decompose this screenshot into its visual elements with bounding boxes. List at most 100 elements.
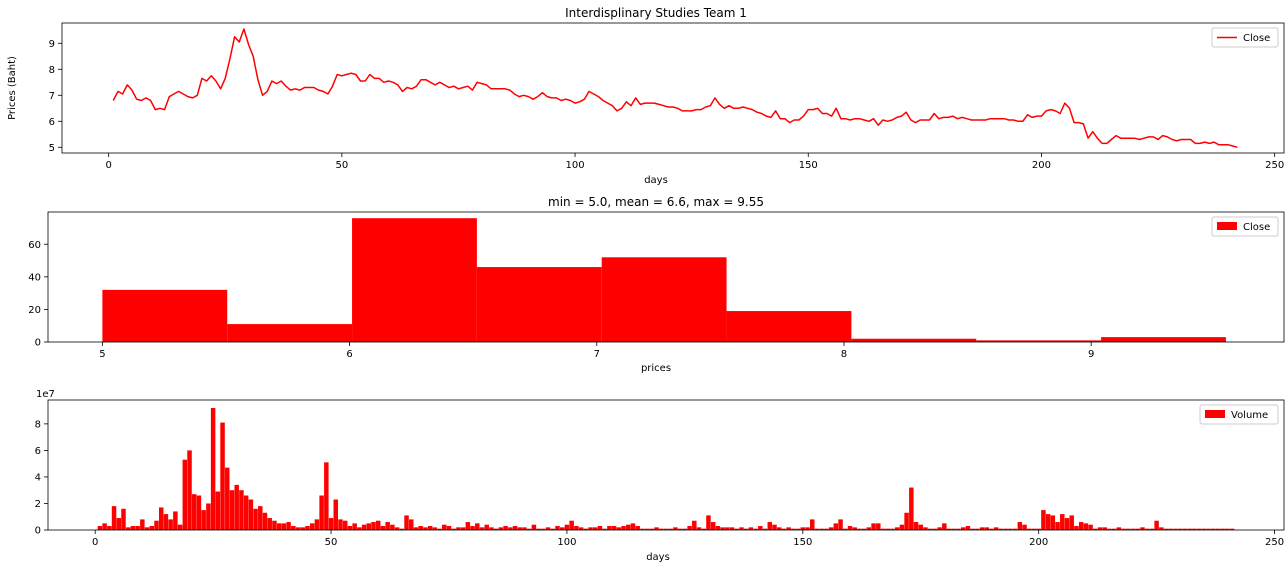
volume-bar: [611, 526, 617, 530]
volume-bar: [517, 527, 522, 530]
volume-bar: [121, 508, 126, 530]
volume-bar: [201, 510, 206, 530]
x-tick-label: 9: [1088, 349, 1094, 360]
volume-bar: [276, 523, 282, 530]
volume-bar: [305, 526, 310, 530]
histogram-bar: [476, 267, 602, 342]
volume-bar: [1168, 528, 1174, 530]
volume-bar: [267, 518, 272, 530]
volume-bar: [385, 522, 390, 530]
volume-bar: [984, 527, 990, 530]
x-tick-label: 5: [99, 349, 105, 360]
volume-bar: [102, 523, 107, 530]
volume-bar: [838, 519, 843, 530]
volume-bar: [970, 528, 975, 530]
x-tick-label: 200: [1032, 160, 1051, 171]
volume-bar: [1215, 528, 1221, 530]
volume-bar: [107, 526, 112, 530]
volume-bar: [852, 527, 857, 530]
y-tick-label: 2: [35, 499, 41, 510]
volume-bar: [281, 523, 287, 530]
volume-bar: [946, 528, 952, 530]
volume-chart-marks: [97, 407, 1235, 530]
volume-bar: [602, 528, 607, 530]
volume-bar: [470, 526, 475, 530]
volume-bar: [503, 526, 508, 530]
volume-bar: [187, 450, 192, 530]
volume-bar: [885, 528, 890, 530]
volume-bar: [1069, 515, 1074, 530]
line-chart-marks: [112, 28, 1238, 149]
volume-bar: [220, 422, 225, 530]
volume-bar: [1064, 518, 1070, 530]
x-tick-label: 250: [1265, 160, 1284, 171]
volume-bar: [361, 524, 367, 530]
volume-chart-legend-swatch: [1205, 410, 1225, 418]
volume-bar: [399, 528, 405, 530]
volume-chart-frame: [47, 399, 1285, 531]
volume-bar: [1173, 528, 1178, 530]
volume-bar: [253, 508, 258, 530]
volume-bar: [932, 528, 938, 530]
volume-bar: [1097, 527, 1103, 530]
volume-offset-text: 1e7: [36, 389, 55, 400]
volume-bar: [706, 515, 711, 530]
volume-bar: [328, 518, 334, 530]
volume-bar: [951, 528, 957, 530]
volume-bar: [644, 528, 650, 530]
volume-bar: [819, 528, 824, 530]
volume-bar: [432, 527, 438, 530]
volume-bar: [144, 527, 150, 530]
volume-bar: [979, 527, 985, 530]
volume-bar: [578, 527, 584, 530]
volume-bar: [319, 495, 324, 530]
volume-bar: [526, 528, 532, 530]
x-tick-label: 150: [799, 160, 818, 171]
volume-bar: [97, 526, 103, 530]
volume-chart-xlabel: days: [646, 552, 670, 563]
y-tick-label: 0: [35, 338, 41, 349]
volume-bar: [1206, 528, 1211, 530]
volume-bar: [753, 528, 758, 530]
volume-bar: [135, 526, 140, 530]
volume-bar: [168, 519, 173, 530]
volume-bar: [272, 520, 277, 530]
volume-bar: [880, 528, 886, 530]
volume-bar: [1041, 510, 1046, 530]
volume-bar: [243, 495, 249, 530]
volume-bar: [588, 527, 593, 530]
y-tick-label: 5: [49, 143, 55, 154]
volume-bar: [833, 523, 839, 530]
volume-bar: [894, 527, 900, 530]
y-tick-label: 20: [28, 305, 41, 316]
volume-bar: [489, 527, 494, 530]
histogram-bar: [352, 218, 477, 342]
x-tick-label: 150: [793, 537, 812, 548]
volume-bar: [375, 520, 381, 530]
volume-bar: [130, 526, 136, 530]
x-tick-label: 8: [841, 349, 847, 360]
volume-bar: [475, 523, 480, 530]
volume-bar: [814, 528, 820, 530]
volume-bar: [1022, 524, 1027, 530]
volume-bar: [918, 524, 923, 530]
volume-bar: [677, 528, 683, 530]
volume-bar: [295, 527, 301, 530]
volume-bar: [1107, 528, 1112, 530]
volume-bar: [776, 527, 782, 530]
volume-bar: [805, 527, 810, 530]
volume-bar: [1220, 528, 1225, 530]
volume-bar: [541, 528, 546, 530]
volume-bar: [564, 524, 570, 530]
volume-bar: [451, 528, 456, 530]
volume-bar: [446, 526, 452, 530]
x-tick-label: 50: [325, 537, 338, 548]
x-tick-label: 100: [557, 537, 576, 548]
line-chart-ylabel: Prices (Baht): [7, 56, 18, 120]
volume-bar: [1012, 528, 1018, 530]
volume-bar: [1225, 528, 1230, 530]
volume-bar: [479, 527, 485, 530]
volume-bar: [333, 499, 339, 530]
volume-bar: [607, 526, 612, 530]
